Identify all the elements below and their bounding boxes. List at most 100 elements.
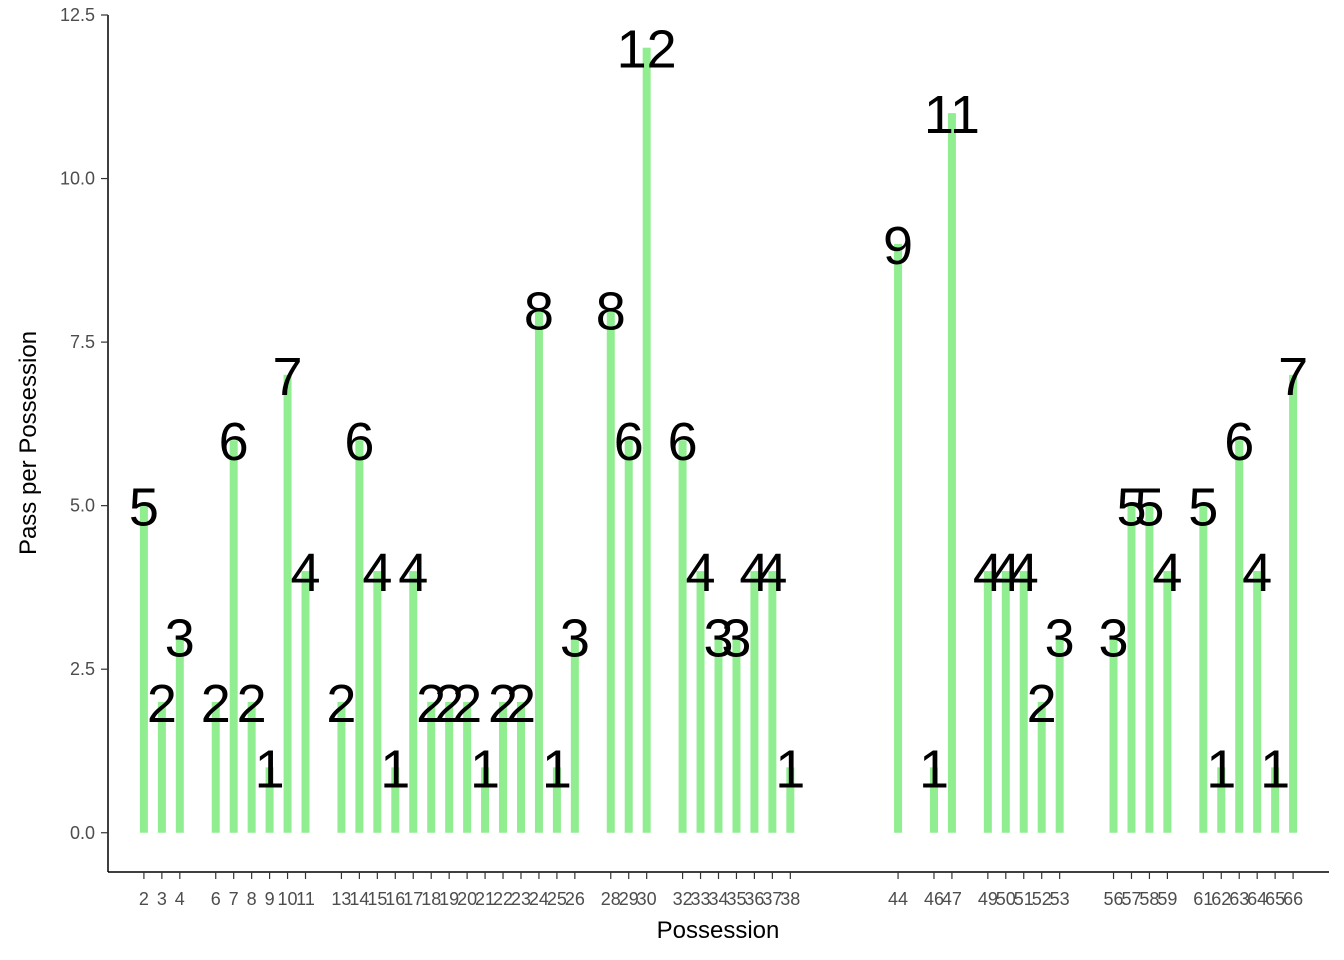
- bar-possession-46: [929, 767, 938, 833]
- bar-possession-36: [750, 571, 759, 833]
- bar-possession-59: [1163, 571, 1172, 833]
- data-label-possession-19: 2: [434, 674, 464, 734]
- data-label-possession-34: 3: [703, 608, 733, 668]
- data-label-possession-18: 2: [416, 674, 446, 734]
- data-label-possession-52: 2: [1027, 674, 1057, 734]
- bar-possession-19: [445, 701, 454, 833]
- data-label-possession-14: 6: [344, 412, 374, 472]
- x-tick-label-9: 9: [265, 889, 275, 909]
- x-tick-label-56: 56: [1104, 889, 1124, 909]
- bar-possession-6: [211, 701, 220, 833]
- data-label-possession-13: 2: [326, 674, 356, 734]
- data-label-possession-21: 1: [470, 739, 500, 799]
- y-tick-label-1: 2.5: [70, 659, 95, 679]
- bar-possession-18: [427, 701, 436, 833]
- data-label-possession-32: 6: [668, 412, 698, 472]
- bar-possession-7: [229, 440, 238, 833]
- bar-possession-30: [642, 47, 651, 833]
- y-tick-label-5: 12.5: [60, 5, 95, 25]
- y-tick-label-0: 0.0: [70, 823, 95, 843]
- bars-group: [139, 47, 1298, 833]
- x-tick-label-37: 37: [762, 889, 782, 909]
- bar-possession-17: [409, 571, 418, 833]
- x-tick-label-17: 17: [403, 889, 423, 909]
- data-label-possession-24: 8: [524, 281, 554, 341]
- x-tick-label-63: 63: [1229, 889, 1249, 909]
- bar-possession-32: [678, 440, 687, 833]
- bar-possession-37: [768, 571, 777, 833]
- bar-possession-28: [606, 309, 615, 833]
- data-label-possession-16: 1: [380, 739, 410, 799]
- x-tick-label-13: 13: [331, 889, 351, 909]
- x-tick-label-20: 20: [457, 889, 477, 909]
- data-label-possession-20: 2: [452, 674, 482, 734]
- bar-possession-38: [786, 767, 795, 833]
- x-tick-label-8: 8: [247, 889, 257, 909]
- data-label-possession-62: 1: [1206, 739, 1236, 799]
- data-label-possession-17: 4: [398, 543, 428, 603]
- x-tick-label-36: 36: [744, 889, 764, 909]
- bar-possession-26: [570, 636, 579, 833]
- bar-possession-29: [624, 440, 633, 833]
- data-label-possession-49: 4: [973, 543, 1003, 603]
- bar-possession-10: [283, 374, 292, 833]
- bar-possession-35: [732, 636, 741, 833]
- bar-possession-25: [552, 767, 561, 833]
- bar-possession-11: [301, 571, 310, 833]
- data-labels-group: 5232621742641422212281386126433441911144…: [129, 20, 1308, 800]
- bar-possession-49: [983, 571, 992, 833]
- x-tick-label-25: 25: [547, 889, 567, 909]
- bar-possession-34: [714, 636, 723, 833]
- data-label-possession-58: 5: [1134, 478, 1164, 538]
- bar-possession-8: [247, 701, 256, 833]
- x-tick-label-22: 22: [493, 889, 513, 909]
- data-label-possession-57: 5: [1116, 478, 1146, 538]
- bar-possession-47: [947, 113, 956, 833]
- bar-possession-3: [157, 701, 166, 833]
- bar-possession-13: [337, 701, 346, 833]
- bar-possession-9: [265, 767, 274, 833]
- x-tick-label-4: 4: [175, 889, 185, 909]
- x-tick-label-15: 15: [367, 889, 387, 909]
- y-tick-label-2: 5.0: [70, 496, 95, 516]
- data-label-possession-7: 6: [219, 412, 249, 472]
- x-tick-label-65: 65: [1265, 889, 1285, 909]
- x-tick-label-30: 30: [637, 889, 657, 909]
- bar-possession-51: [1019, 571, 1028, 833]
- bar-possession-64: [1253, 571, 1262, 833]
- x-tick-label-62: 62: [1211, 889, 1231, 909]
- x-tick-label-23: 23: [511, 889, 531, 909]
- x-tick-label-44: 44: [888, 889, 908, 909]
- data-label-possession-46: 1: [919, 739, 949, 799]
- bar-possession-23: [516, 701, 525, 833]
- bar-possession-16: [391, 767, 400, 833]
- data-label-possession-53: 3: [1045, 608, 1075, 668]
- data-label-possession-4: 3: [165, 608, 195, 668]
- x-tick-label-11: 11: [296, 889, 315, 909]
- bar-possession-63: [1235, 440, 1244, 833]
- data-label-possession-15: 4: [362, 543, 392, 603]
- data-label-possession-11: 4: [290, 543, 320, 603]
- x-tick-label-52: 52: [1032, 889, 1052, 909]
- x-tick-label-16: 16: [385, 889, 405, 909]
- data-label-possession-33: 4: [686, 543, 716, 603]
- x-tick-label-32: 32: [673, 889, 693, 909]
- data-label-possession-56: 3: [1099, 608, 1129, 668]
- data-label-possession-30: 12: [617, 20, 677, 80]
- bar-possession-24: [534, 309, 543, 833]
- bar-possession-56: [1109, 636, 1118, 833]
- data-label-possession-44: 9: [883, 216, 913, 276]
- data-label-possession-3: 2: [147, 674, 177, 734]
- x-tick-label-10: 10: [278, 889, 298, 909]
- x-tick-label-35: 35: [726, 889, 746, 909]
- data-label-possession-35: 3: [721, 608, 751, 668]
- data-label-possession-10: 7: [273, 347, 303, 407]
- data-label-possession-64: 4: [1242, 543, 1272, 603]
- x-tick-label-66: 66: [1283, 889, 1303, 909]
- x-axis-title: Possession: [657, 917, 780, 944]
- x-tick-label-29: 29: [619, 889, 639, 909]
- x-tick-label-14: 14: [349, 889, 369, 909]
- bar-possession-15: [373, 571, 382, 833]
- y-axis-title: Pass per Possession: [15, 331, 42, 555]
